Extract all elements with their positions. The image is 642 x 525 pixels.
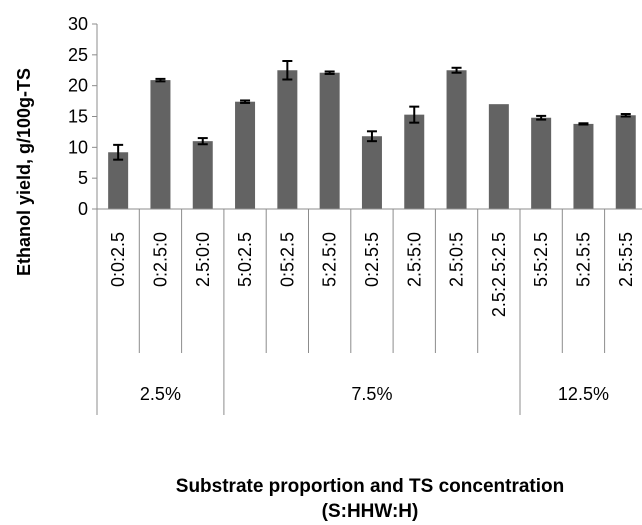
bar <box>615 115 636 209</box>
x-tick-label: 0:5:2.5 <box>277 232 297 287</box>
x-tick-label: 0:0:2.5 <box>108 232 128 287</box>
x-group-label: 2.5% <box>140 384 181 404</box>
x-group-label: 12.5% <box>558 384 609 404</box>
x-tick-label: 5:2.5:0 <box>320 232 340 287</box>
bar <box>150 80 171 209</box>
bar <box>531 117 552 209</box>
bar <box>277 70 298 209</box>
bar <box>446 70 467 209</box>
y-tick-label: 10 <box>68 137 88 157</box>
x-tick-label: 2.5:5:5 <box>616 232 636 287</box>
bar <box>404 114 425 209</box>
bar <box>319 72 340 209</box>
bars <box>108 60 636 209</box>
x-group-label: 7.5% <box>351 384 392 404</box>
bar <box>573 123 594 209</box>
y-tick-label: 30 <box>68 14 88 34</box>
y-tick-label: 5 <box>78 168 88 188</box>
y-tick-label: 25 <box>68 45 88 65</box>
bar <box>488 104 509 209</box>
x-axis: 0:0:2.5 0:2.5:0 2.5:0:0 5:0:2.5 0:5:2.5 5:2.5… <box>96 208 642 415</box>
y-tick-label: 20 <box>68 76 88 96</box>
x-axis-label: Substrate proportion and TS concentratio… <box>176 476 564 497</box>
x-tick-label: 2.5:5:0 <box>404 232 424 287</box>
bar <box>192 141 213 209</box>
y-tick-label: 0 <box>78 199 88 219</box>
x-tick-label: 2.5:0:0 <box>193 232 213 287</box>
x-tick-label: 2.5:0:5 <box>447 232 467 287</box>
y-tick-label: 15 <box>68 107 88 127</box>
x-tick-label: 2.5:2.5:2.5 <box>489 232 509 317</box>
y-axis: 0 5 10 15 20 25 30 <box>68 14 98 219</box>
x-tick-label: 5:5:2.5 <box>531 232 551 287</box>
x-tick-label: 5:0:2.5 <box>235 232 255 287</box>
x-tick-label: 0:2.5:5 <box>362 232 382 287</box>
bar <box>361 136 382 209</box>
x-axis-label-line2: (S:HHW:H) <box>322 501 419 522</box>
x-tick-label: 0:2.5:0 <box>150 232 170 287</box>
x-tick-label: 5:2.5:5 <box>573 232 593 287</box>
bar <box>108 152 129 209</box>
y-axis-label: Ethanol yield, g/100g-TS <box>14 68 34 276</box>
bar <box>235 101 256 209</box>
